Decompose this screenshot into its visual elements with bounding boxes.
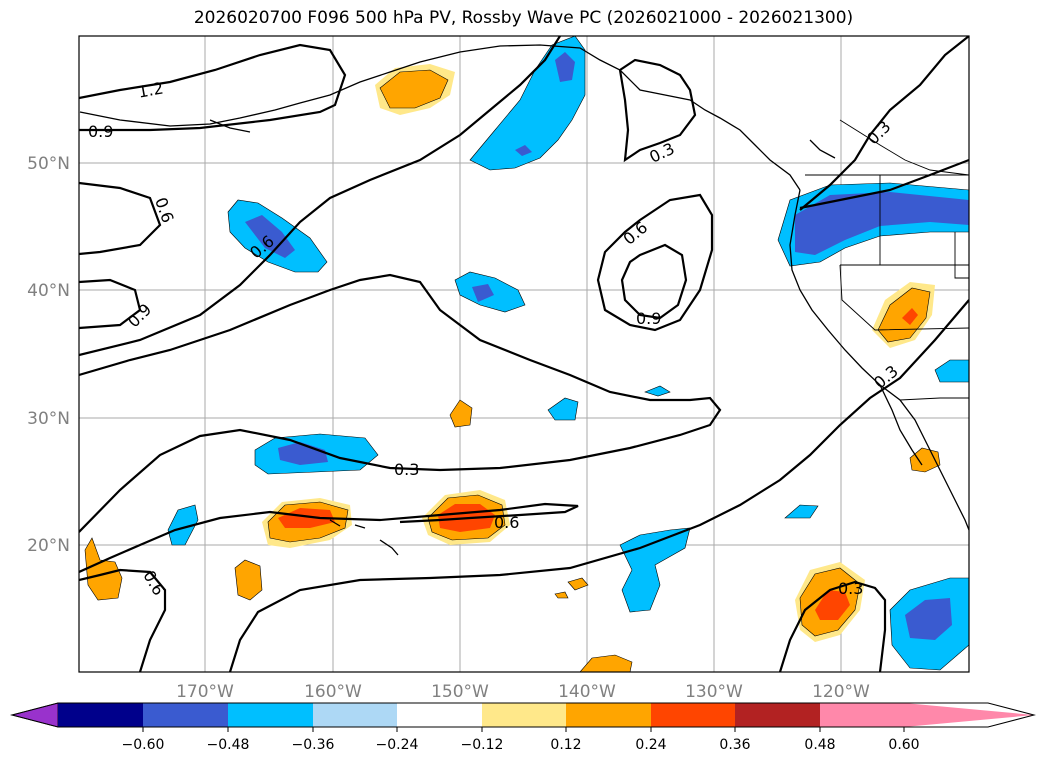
colorbar-outline <box>10 702 1036 728</box>
lon-label: 140°W <box>558 682 616 702</box>
neg-blob-small-1 <box>167 504 199 546</box>
neg-blob-southeast <box>889 577 969 671</box>
contour-label: 0.3 <box>863 117 894 148</box>
colorbar-segment <box>651 703 735 727</box>
lon-label: 170°W <box>176 682 234 702</box>
lon-label: 120°W <box>812 682 870 702</box>
colorbar-over-extension-tip <box>904 703 1034 727</box>
lon-label: 130°W <box>685 682 743 702</box>
colorbar-tick-label: 0.36 <box>719 737 750 753</box>
contour-label: 0.6 <box>494 513 519 532</box>
neg-blob-central-north <box>227 199 328 273</box>
map-plot-area: 1.2 0.9 0.6 0.9 0.6 0.3 0.6 0.9 0.6 0.3 … <box>79 36 969 672</box>
colorbar-tick-label: −0.36 <box>292 737 335 753</box>
contour-label: 0.9 <box>636 309 661 328</box>
pos-blob-north <box>375 64 455 115</box>
political-borders <box>805 119 969 401</box>
colorbar-segment <box>143 703 228 727</box>
lat-label: 40°N <box>27 281 70 301</box>
neg-blob-west-coast <box>777 182 969 267</box>
neg-blob-small-5 <box>934 359 969 383</box>
neg-blob-small-2 <box>547 397 579 421</box>
pos-blob-west-coast <box>872 282 935 348</box>
pos-blob-small-3 <box>234 559 263 601</box>
contour-label: 0.9 <box>88 122 113 141</box>
positive-anomalies <box>84 64 941 672</box>
colorbar-tick-label: 0.48 <box>804 737 835 753</box>
contour-label: 0.3 <box>394 460 419 479</box>
map-frame <box>78 35 970 673</box>
lat-label: 50°N <box>27 154 70 174</box>
contour-label: 0.3 <box>838 579 863 598</box>
colorbar-tick-label: 0.60 <box>888 737 919 753</box>
neg-blob-south-central <box>619 527 691 613</box>
contour-label: 1.2 <box>137 79 165 102</box>
colorbar-tick-label: 0.12 <box>550 737 581 753</box>
lat-label: 30°N <box>27 409 70 429</box>
neg-blob-small-4 <box>784 504 819 519</box>
map-title: 2026020700 F096 500 hPa PV, Rossby Wave … <box>193 8 854 28</box>
colorbar-tick-label: −0.24 <box>376 737 419 753</box>
contour-label: 0.3 <box>870 362 902 393</box>
latitude-labels: 50°N 40°N 30°N 20°N <box>27 154 70 556</box>
colorbar-tick-label: −0.60 <box>122 737 165 753</box>
colorbar-ticks <box>142 727 905 732</box>
colorbar: −0.60 −0.48 −0.36 −0.24 −0.12 0.12 0.24 … <box>10 702 1036 753</box>
pos-blob-southeast <box>795 562 865 642</box>
neg-blob-gulf-alaska <box>469 36 586 171</box>
pos-blob-bottom <box>579 654 633 672</box>
lon-label: 160°W <box>304 682 362 702</box>
colorbar-segment <box>820 703 904 727</box>
neg-blob-40n <box>454 271 526 313</box>
colorbar-segment <box>228 703 313 727</box>
coastlines <box>79 44 969 556</box>
contour-label: 0.9 <box>124 300 155 331</box>
contour-label: 0.6 <box>151 195 178 225</box>
lon-label: 150°W <box>431 682 489 702</box>
neg-blob-small-3 <box>644 385 671 397</box>
neg-blob-27n <box>254 433 379 475</box>
pv-contours <box>79 36 969 672</box>
lat-label: 20°N <box>27 536 70 556</box>
colorbar-segment <box>397 703 482 727</box>
colorbar-segment <box>735 703 820 727</box>
colorbar-tick-label: 0.24 <box>635 737 666 753</box>
pos-blob-small-1 <box>449 399 473 428</box>
longitude-labels: 170°W 160°W 150°W 140°W 130°W 120°W <box>176 682 870 702</box>
pos-blob-hawaii-west <box>262 498 352 548</box>
colorbar-segment <box>482 703 566 727</box>
contour-label: 0.6 <box>619 218 651 249</box>
colorbar-segment <box>58 703 143 727</box>
negative-anomalies <box>167 36 969 671</box>
colorbar-segment <box>313 703 397 727</box>
pos-blob-small-4 <box>554 577 589 599</box>
colorbar-segment <box>566 703 651 727</box>
colorbar-tick-label: −0.48 <box>207 737 250 753</box>
colorbar-under-extension <box>10 702 59 728</box>
pos-blob-small-2 <box>84 537 123 601</box>
colorbar-tick-label: −0.12 <box>461 737 504 753</box>
